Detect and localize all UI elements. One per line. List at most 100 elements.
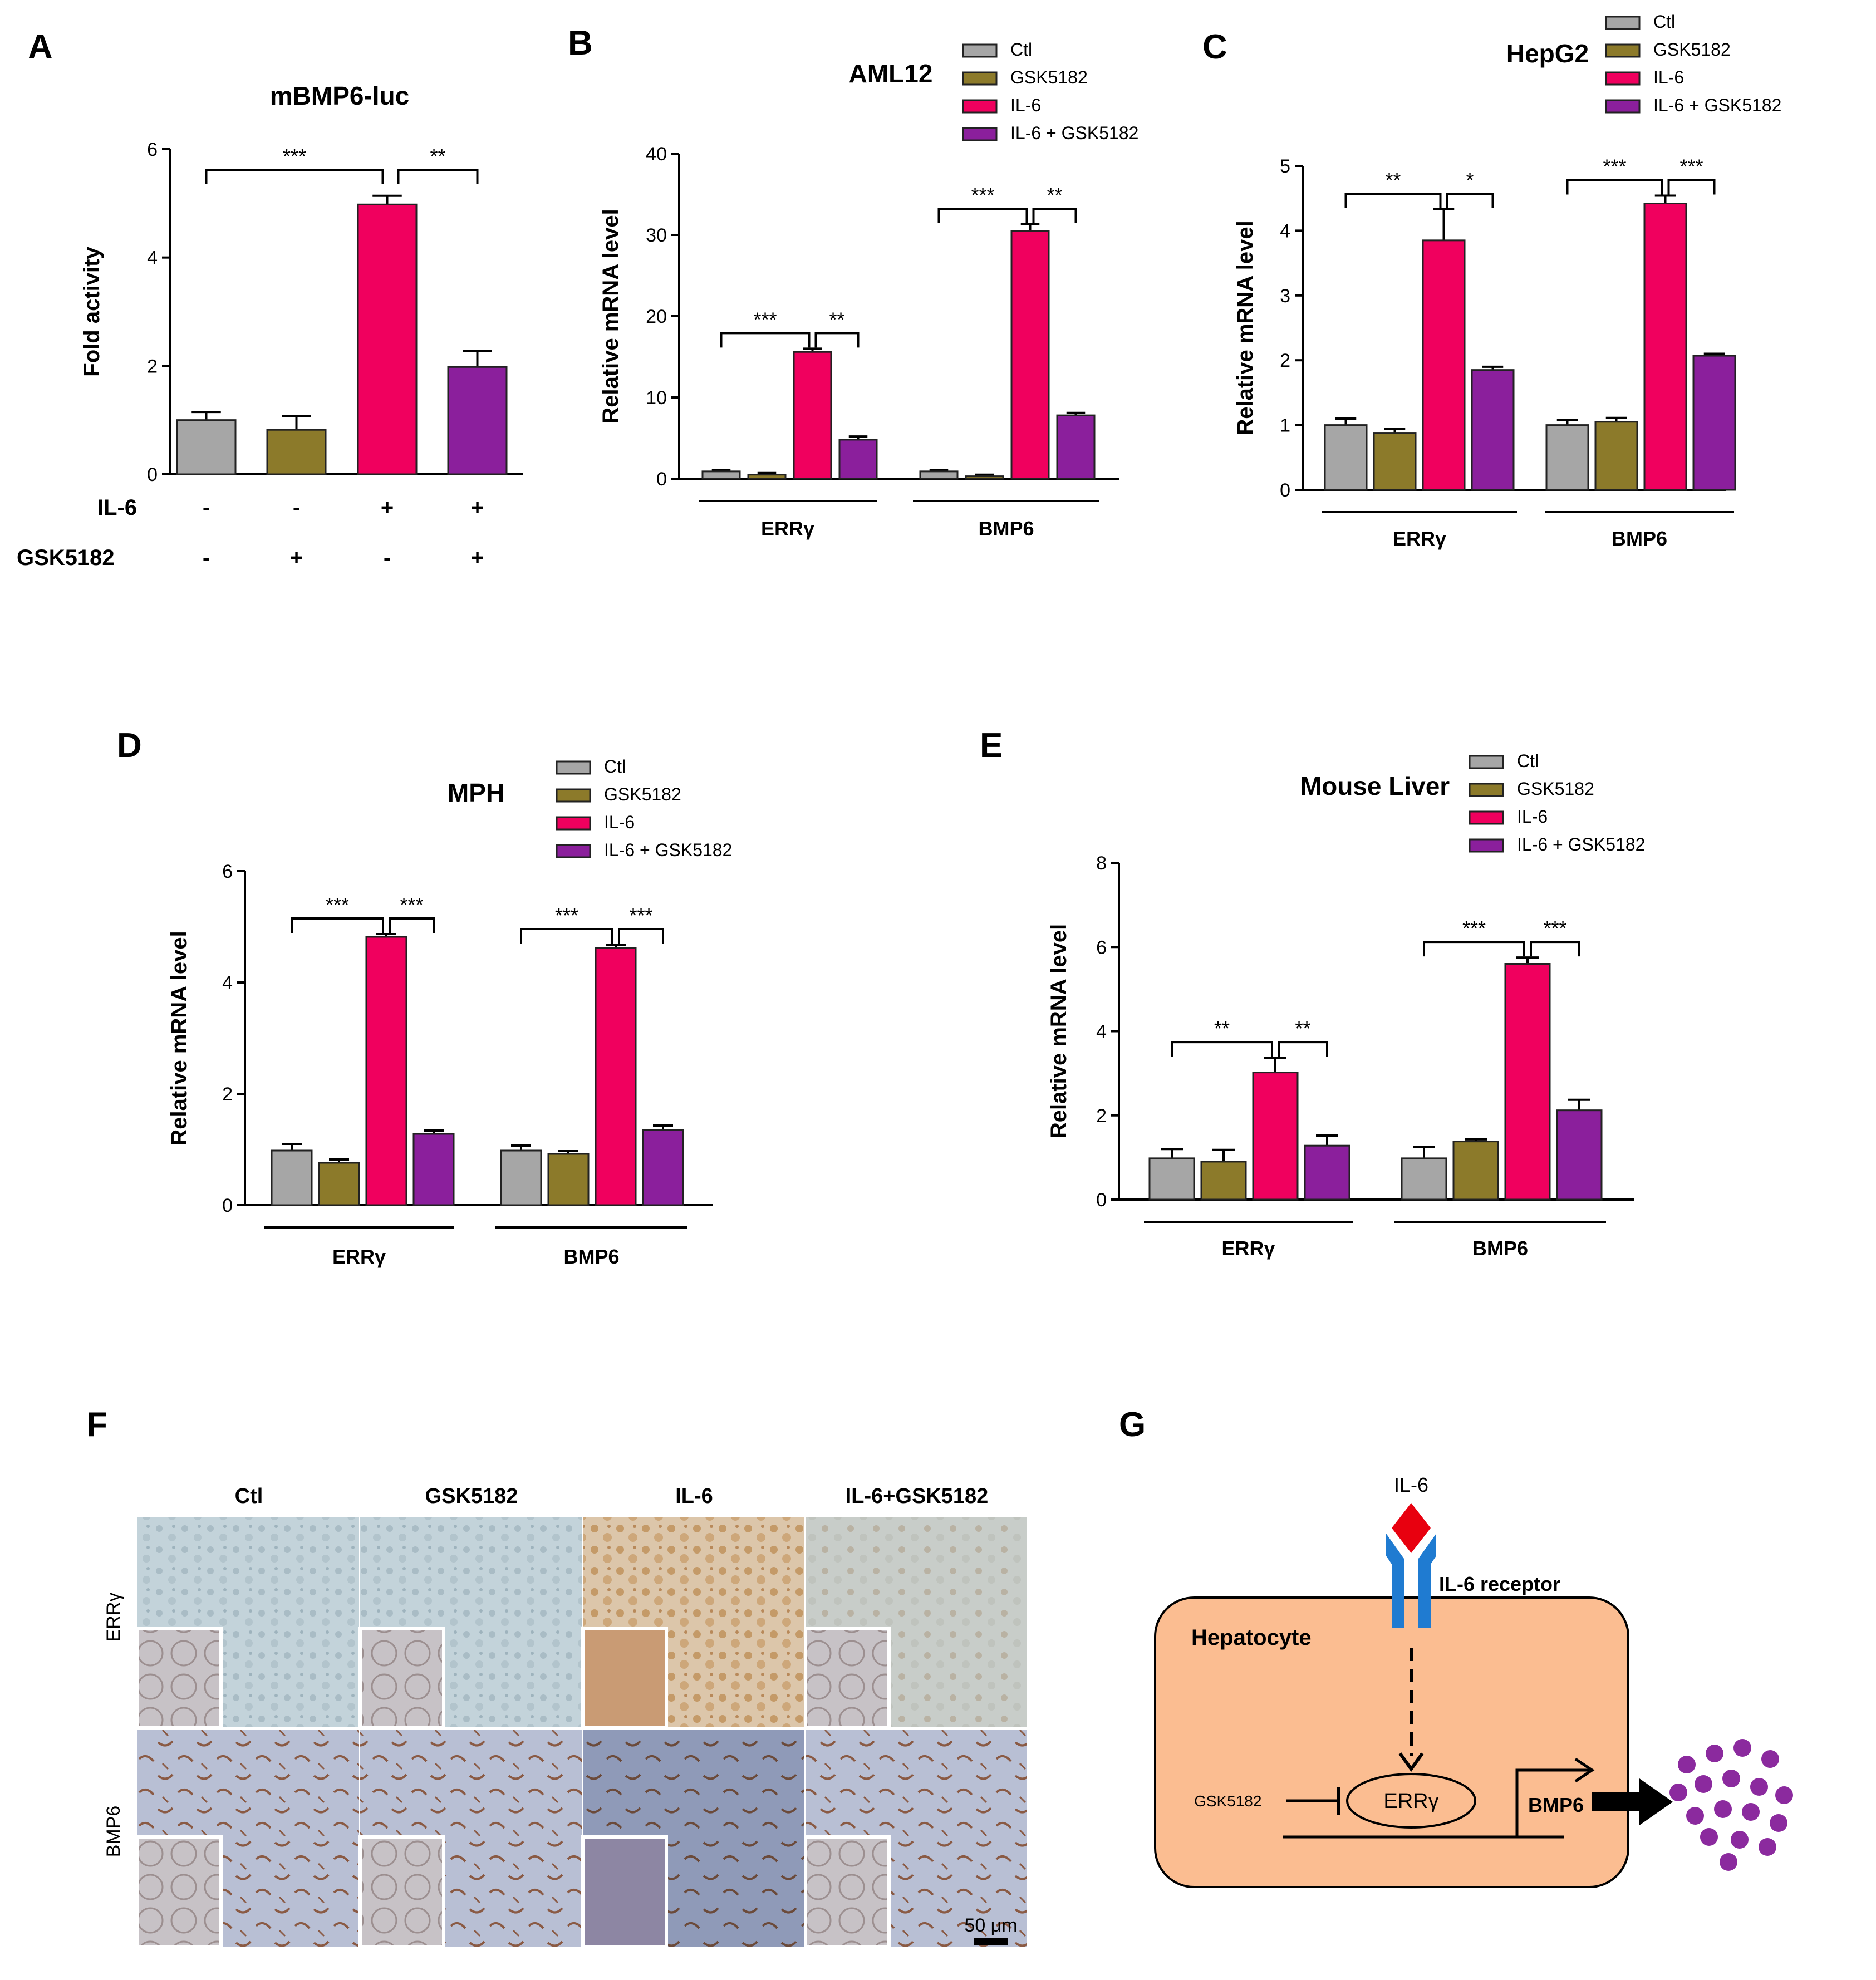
y-tick-label: 3	[1280, 286, 1290, 307]
significance-label: *	[1466, 169, 1474, 191]
signal-arrowhead	[1398, 1752, 1424, 1772]
ihc-inset	[581, 1627, 668, 1729]
treatment-sign: -	[384, 546, 391, 570]
bar-il-6	[1504, 963, 1551, 1201]
ihc-col-ctl: Ctl	[235, 1485, 263, 1508]
group-label: ERRγ	[332, 1245, 386, 1268]
chart-title: mBMP6-luc	[270, 81, 409, 110]
legend-entry: IL-6	[1517, 807, 1548, 827]
treatment-sign: -	[203, 546, 210, 570]
legend-swatch	[1605, 99, 1641, 114]
significance-label: **	[430, 145, 445, 168]
ihc-panel: Ctl GSK5182 IL-6 IL-6+GSK5182 ERRγ BMP6 …	[103, 1485, 1027, 1948]
significance-label: ***	[971, 184, 994, 207]
treatment-sign: -	[203, 495, 210, 520]
significance-bracket	[1530, 941, 1580, 957]
bar-ctl	[176, 419, 237, 475]
legend-entry: IL-6	[604, 812, 635, 832]
legend-swatch	[962, 99, 998, 114]
y-tick-label: 10	[646, 387, 667, 409]
treatment-label: IL-6	[97, 495, 137, 520]
group-label: ERRγ	[1393, 527, 1446, 550]
treatment-label: GSK5182	[17, 546, 115, 570]
ihc-row-bmp6: BMP6	[103, 1806, 124, 1858]
bar-il-6	[793, 351, 832, 480]
bar-ctl	[500, 1149, 542, 1206]
y-axis-label: Relative mRNA level	[1047, 924, 1071, 1138]
y-tick-label: 4	[1280, 220, 1290, 242]
bmp6-particle	[1742, 1803, 1760, 1821]
y-tick-label: 2	[147, 356, 158, 377]
legend-entry: IL-6	[1010, 95, 1041, 115]
significance-label: ***	[629, 904, 652, 927]
legend-entry: GSK5182	[1653, 40, 1731, 60]
legend-swatch	[556, 816, 591, 831]
legend-swatch	[1605, 16, 1641, 30]
treatment-sign: +	[381, 495, 394, 520]
inhibitor-label: GSK5182	[1194, 1792, 1261, 1810]
y-tick-label: 0	[656, 469, 667, 490]
y-tick-label: 1	[1280, 415, 1290, 436]
significance-label: ***	[1543, 917, 1566, 940]
significance-bracket	[1446, 192, 1494, 208]
y-tick-label: 5	[1280, 156, 1290, 177]
panel-label-F: F	[86, 1406, 107, 1444]
bmp6-particle	[1761, 1750, 1779, 1768]
bar-il-6-gsk5182	[1304, 1144, 1350, 1201]
bar-il-6-gsk5182	[412, 1133, 455, 1206]
bmp6-particle	[1686, 1807, 1704, 1825]
significance-bracket	[618, 928, 664, 944]
panel-label-E: E	[980, 726, 1003, 765]
significance-label: ***	[1603, 155, 1626, 178]
bar-gsk5182	[318, 1162, 360, 1206]
bar-il-6-gsk5182	[1692, 355, 1736, 491]
bar-gsk5182	[1373, 432, 1417, 491]
legend-entry: IL-6 + GSK5182	[1010, 123, 1138, 143]
group-label: BMP6	[563, 1245, 619, 1268]
promoter-arrowhead	[1574, 1757, 1595, 1783]
significance-label: ***	[400, 893, 423, 916]
significance-bracket	[814, 332, 860, 348]
group-label: ERRγ	[1221, 1237, 1275, 1260]
y-tick-label: 0	[1096, 1190, 1107, 1211]
y-tick-label: 6	[1096, 937, 1107, 958]
promoter-arrow	[1515, 1768, 1589, 1837]
legend-swatch	[1605, 43, 1641, 58]
bar-il-6	[1010, 230, 1050, 480]
bar-il-6	[1252, 1072, 1299, 1201]
bmp6-particle	[1733, 1739, 1751, 1757]
bmp6-particle	[1714, 1800, 1732, 1818]
legend-entry: IL-6 + GSK5182	[1653, 95, 1781, 115]
y-tick-label: 8	[1096, 853, 1107, 874]
treatment-sign: +	[471, 495, 484, 520]
legend-entry: GSK5182	[1010, 67, 1088, 87]
y-axis-label: Fold activity	[80, 247, 104, 377]
legend-entry: Ctl	[1653, 12, 1675, 32]
significance-bracket	[1032, 208, 1077, 224]
bar-gsk5182	[1200, 1161, 1247, 1201]
bmp6-particle	[1720, 1853, 1737, 1871]
errg-label: ERRγ	[1383, 1790, 1438, 1813]
ihc-inset	[358, 1835, 445, 1948]
legend-swatch	[962, 71, 998, 86]
significance-label: ***	[283, 145, 306, 168]
y-tick-label: 0	[147, 464, 158, 485]
legend-swatch	[1605, 71, 1641, 86]
bar-ctl	[1545, 424, 1589, 491]
bmp6-particle	[1750, 1778, 1768, 1796]
receptor-left-arm	[1386, 1534, 1404, 1628]
group-label: BMP6	[1472, 1237, 1528, 1260]
legend-swatch	[556, 844, 591, 858]
receptor-label: IL-6 receptor	[1439, 1573, 1560, 1595]
bar-ctl	[1148, 1157, 1195, 1201]
y-tick-label: 40	[646, 144, 667, 165]
scale-bar	[974, 1938, 1008, 1945]
y-tick-label: 30	[646, 225, 667, 246]
panel-label-A: A	[28, 28, 53, 66]
legend-entry: Ctl	[1010, 40, 1032, 60]
significance-bracket	[389, 917, 435, 933]
y-tick-label: 2	[222, 1084, 233, 1105]
chart-title: AML12	[849, 59, 933, 88]
significance-label: **	[1295, 1017, 1310, 1040]
